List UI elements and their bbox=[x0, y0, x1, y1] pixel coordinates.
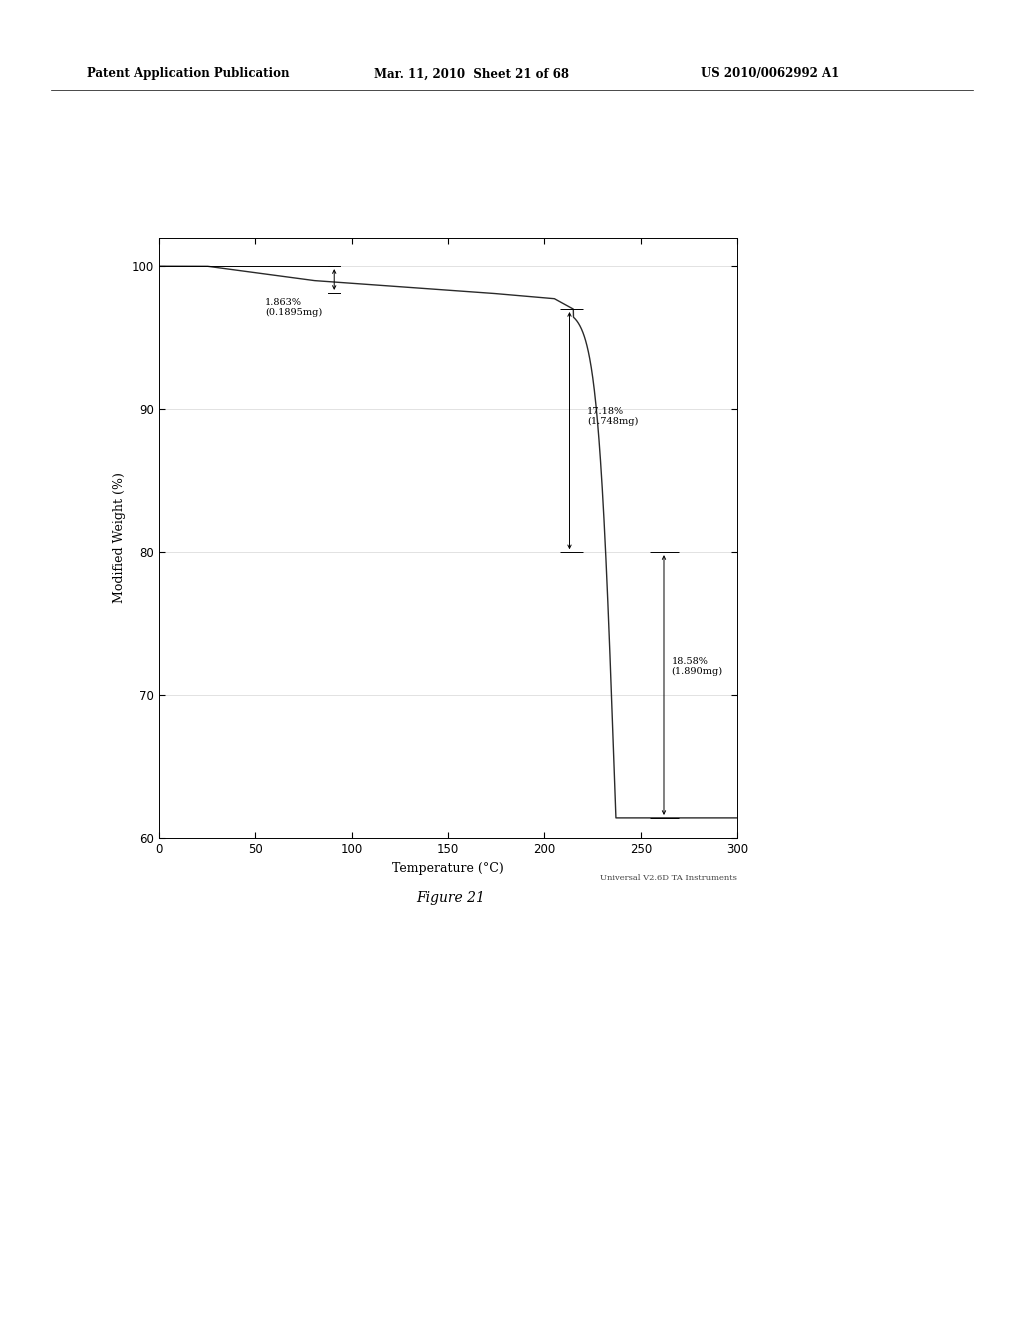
Text: 18.58%
(1.890mg): 18.58% (1.890mg) bbox=[672, 657, 723, 676]
Text: Universal V2.6D TA Instruments: Universal V2.6D TA Instruments bbox=[600, 874, 737, 882]
Text: Mar. 11, 2010  Sheet 21 of 68: Mar. 11, 2010 Sheet 21 of 68 bbox=[374, 67, 568, 81]
X-axis label: Temperature (°C): Temperature (°C) bbox=[392, 862, 504, 875]
Text: US 2010/0062992 A1: US 2010/0062992 A1 bbox=[701, 67, 840, 81]
Text: 17.18%
(1.748mg): 17.18% (1.748mg) bbox=[587, 407, 638, 426]
Y-axis label: Modified Weight (%): Modified Weight (%) bbox=[113, 473, 126, 603]
Text: Figure 21: Figure 21 bbox=[416, 891, 485, 906]
Text: Patent Application Publication: Patent Application Publication bbox=[87, 67, 290, 81]
Text: 1.863%
(0.1895mg): 1.863% (0.1895mg) bbox=[265, 297, 322, 317]
